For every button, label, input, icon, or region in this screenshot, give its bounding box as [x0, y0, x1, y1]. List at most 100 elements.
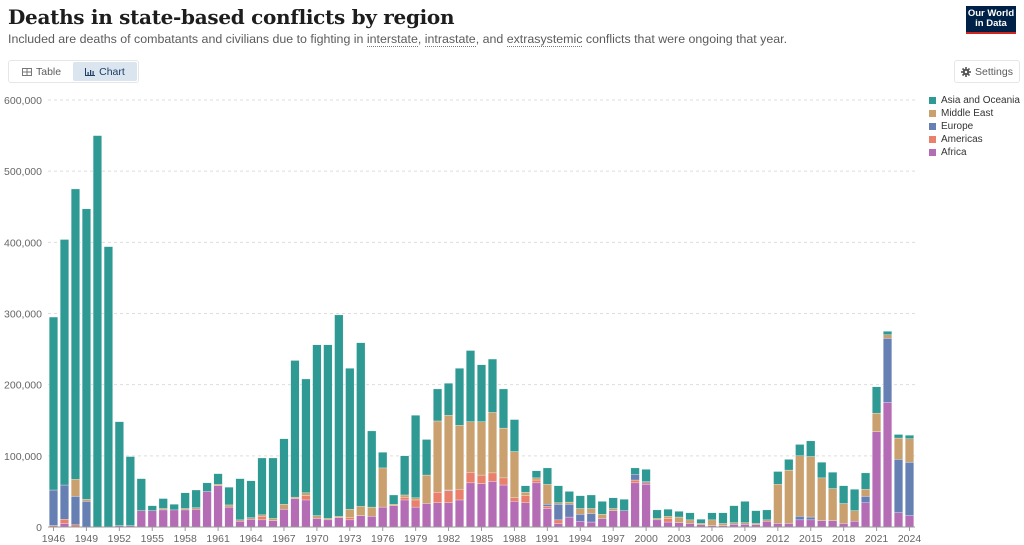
tab-table[interactable]: Table: [10, 62, 73, 81]
bar-segment-asia-and-oceania: [795, 444, 805, 456]
bar-segment-americas: [488, 472, 497, 482]
settings-button[interactable]: Settings: [954, 60, 1020, 83]
bar-segment-africa: [378, 506, 388, 528]
bar-segment-asia-and-oceania: [81, 208, 91, 500]
bar-segment-africa: [400, 499, 410, 528]
bar-segment-africa: [422, 503, 432, 528]
bar-segment-africa: [806, 519, 816, 528]
bar-segment-africa: [619, 510, 629, 528]
bar-segment-asia-and-oceania: [872, 386, 882, 414]
bar-segment-middle-east: [509, 451, 519, 498]
bar-segment-europe: [630, 474, 640, 481]
bar-segment-americas: [455, 489, 464, 501]
bar-segment-americas: [499, 477, 508, 486]
bar-segment-asia-and-oceania: [103, 246, 113, 528]
bar-segment-americas: [542, 506, 552, 509]
legend: Asia and Oceania Middle East Europe America…: [929, 94, 1020, 159]
legend-item[interactable]: Africa: [929, 146, 1020, 159]
x-tick-label: 1970: [305, 533, 329, 545]
bar-segment-americas: [466, 472, 475, 484]
bar-segment-africa: [367, 516, 377, 528]
logo-line2: in Data: [975, 18, 1007, 29]
bar-segment-asia-and-oceania: [224, 486, 234, 506]
bar-segment-middle-east: [762, 519, 772, 522]
bar-segment-africa: [180, 509, 190, 528]
bar-segment-africa: [861, 502, 871, 528]
bar-segment-asia-and-oceania: [861, 472, 871, 490]
settings-label: Settings: [975, 65, 1013, 78]
bar-segment-asia-and-oceania: [136, 478, 146, 511]
bar-segment-middle-east: [795, 455, 805, 517]
x-tick-label: 1982: [437, 533, 461, 545]
y-tick-label: 500,000: [4, 166, 42, 178]
bar-segment-africa: [455, 499, 464, 528]
bar-segment-americas: [531, 479, 541, 484]
bar-segment-asia-and-oceania: [531, 470, 541, 479]
legend-label: Middle East: [941, 108, 994, 119]
legend-swatch: [929, 97, 936, 104]
view-toggle: Table Chart: [8, 60, 139, 83]
bar-segment-middle-east: [301, 492, 311, 496]
x-tick-label: 2024: [898, 533, 922, 545]
x-tick-label: 1985: [470, 533, 494, 545]
bar-segment-asia-and-oceania: [367, 430, 377, 508]
bar-segment-americas: [433, 491, 443, 503]
bar-segment-middle-east: [257, 514, 267, 517]
x-tick-label: 1994: [569, 533, 593, 545]
bar-segment-asia-and-oceania: [641, 469, 651, 482]
bar-segment-americas: [60, 519, 69, 524]
bar-segment-middle-east: [224, 504, 234, 508]
subtitle-separator: ,: [417, 32, 425, 46]
bar-segment-middle-east: [861, 489, 871, 497]
bar-segment-asia-and-oceania: [158, 498, 168, 509]
legend-item[interactable]: Middle East: [929, 107, 1020, 120]
bar-segment-africa: [520, 502, 530, 528]
legend-item[interactable]: Europe: [929, 120, 1020, 133]
term-extrasystemic-link[interactable]: extrasystemic: [506, 32, 583, 47]
bar-segment-asia-and-oceania: [444, 383, 454, 416]
bar-segment-asia-and-oceania: [378, 452, 388, 469]
bar-segment-middle-east: [367, 506, 377, 517]
bar-segment-middle-east: [696, 523, 706, 526]
bar-segment-africa: [433, 502, 443, 528]
bar-segment-africa: [444, 502, 454, 528]
x-tick-label: 1958: [174, 533, 198, 545]
bar-segment-europe: [861, 496, 871, 503]
owid-logo[interactable]: Our World in Data: [966, 6, 1016, 34]
bar-segment-middle-east: [806, 456, 816, 518]
term-intrastate-link[interactable]: intrastate: [424, 32, 476, 47]
bar-segment-middle-east: [784, 469, 794, 524]
x-tick-label: 2012: [766, 533, 790, 545]
tab-chart[interactable]: Chart: [73, 62, 137, 81]
bar-segment-europe: [894, 459, 903, 513]
bar-segment-africa: [268, 520, 278, 528]
x-tick-label: 1946: [42, 533, 66, 545]
y-tick-label: 400,000: [4, 237, 42, 249]
y-tick-label: 600,000: [4, 95, 42, 107]
bar-segment-africa: [509, 501, 519, 528]
legend-item[interactable]: Americas: [929, 133, 1020, 146]
chart-title: Deaths in state-based conflicts by regio…: [8, 5, 455, 29]
term-interstate-link[interactable]: interstate: [366, 32, 418, 47]
legend-item[interactable]: Asia and Oceania: [929, 94, 1020, 107]
bar-segment-middle-east: [663, 516, 673, 519]
bar-segment-asia-and-oceania: [466, 350, 475, 422]
bar-segment-americas: [345, 517, 355, 521]
bar-segment-asia-and-oceania: [290, 360, 300, 498]
bar-segment-asia-and-oceania: [696, 519, 706, 524]
bar-segment-middle-east: [466, 421, 475, 473]
x-tick-label: 1973: [338, 533, 362, 545]
bar-segment-asia-and-oceania: [213, 473, 223, 485]
tab-table-label: Table: [36, 65, 62, 78]
bar-segment-asia-and-oceania: [663, 509, 673, 517]
bar-segment-middle-east: [894, 437, 903, 460]
bar-segment-asia-and-oceania: [806, 440, 816, 457]
bar-segment-africa: [334, 517, 344, 528]
bar-segment-asia-and-oceania: [729, 505, 739, 523]
bar-segment-asia-and-oceania: [542, 467, 552, 485]
bar-segment-europe: [795, 516, 805, 521]
x-tick-label: 2000: [634, 533, 658, 545]
bar-segment-middle-east: [905, 438, 914, 463]
bar-segment-middle-east: [268, 518, 278, 521]
bar-segment-africa: [553, 523, 563, 528]
